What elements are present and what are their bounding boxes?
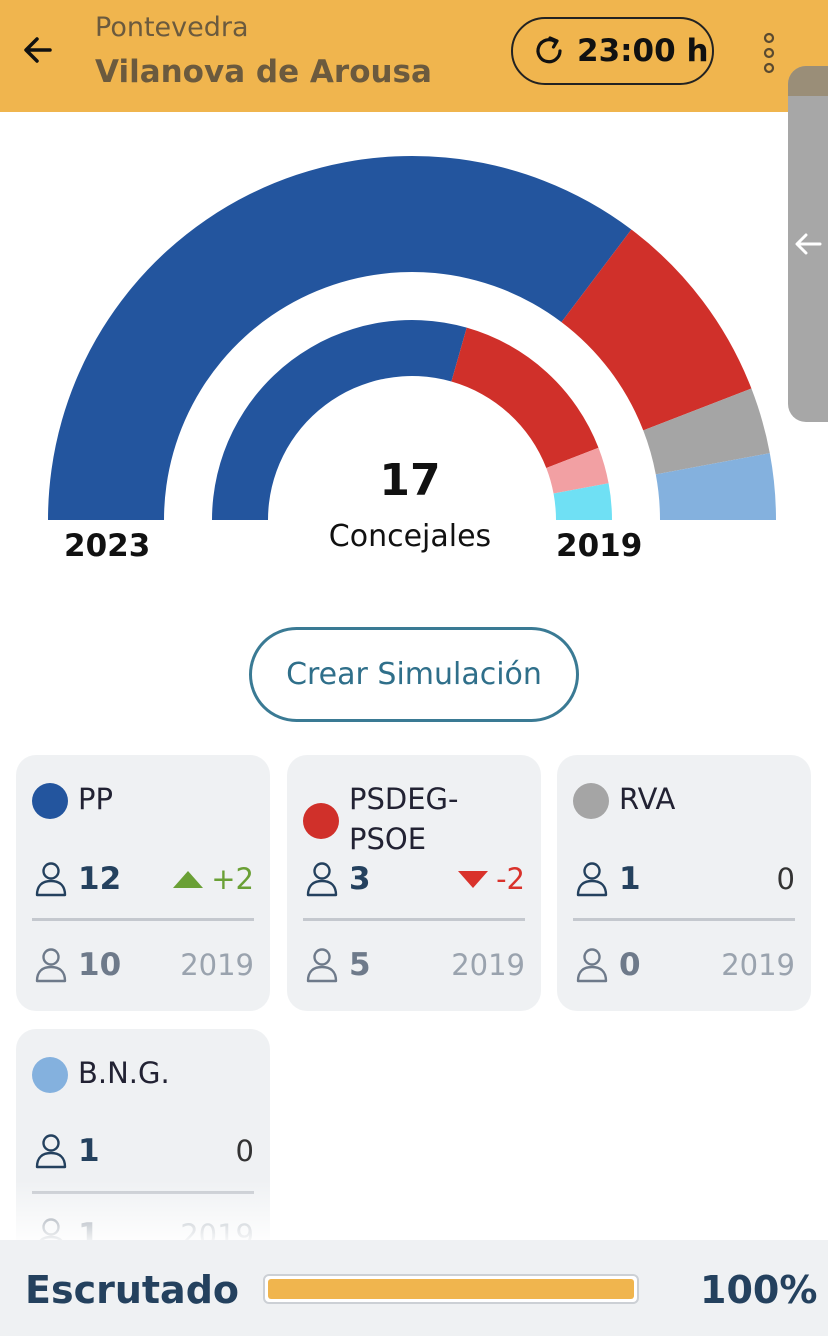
divider bbox=[573, 918, 795, 921]
seats-count: 3 bbox=[349, 861, 371, 897]
create-simulation-button[interactable]: Crear Simulación bbox=[249, 627, 579, 722]
person-icon bbox=[576, 862, 608, 897]
seat-chart-svg bbox=[48, 156, 776, 521]
scroll-fade bbox=[0, 1180, 828, 1242]
seats-count: 1 bbox=[78, 1133, 100, 1169]
party-name: PP bbox=[78, 782, 113, 816]
person-icon bbox=[35, 948, 67, 983]
previous-seats-row: 5 2019 bbox=[305, 945, 525, 985]
party-header: RVA bbox=[573, 779, 803, 819]
person-icon bbox=[35, 862, 67, 897]
seat-slice-2019-3 bbox=[553, 483, 612, 520]
count-progress-bar: Escrutado 100% bbox=[0, 1240, 828, 1336]
party-header: B.N.G. bbox=[32, 1053, 262, 1093]
party-card-pp[interactable]: PP 12 +2 10 2019 bbox=[16, 755, 270, 1011]
seats-change: 0 bbox=[776, 862, 795, 896]
progress-fill bbox=[268, 1279, 634, 1299]
seats-change-value: -2 bbox=[496, 862, 525, 896]
previous-seats-row: 10 2019 bbox=[34, 945, 254, 985]
previous-year: 2019 bbox=[451, 948, 525, 982]
seats-change: +2 bbox=[173, 862, 254, 896]
app-header: Pontevedra Vilanova de Arousa 23:00 h bbox=[0, 0, 828, 112]
person-icon bbox=[306, 948, 338, 983]
seats-change: -2 bbox=[458, 862, 525, 896]
current-seats-row: 1 0 bbox=[575, 859, 795, 899]
counted-label: Escrutado bbox=[25, 1268, 240, 1312]
party-color-dot bbox=[32, 1057, 68, 1093]
previous-year: 2019 bbox=[180, 948, 254, 982]
refresh-icon bbox=[536, 36, 562, 64]
seat-slice-2023-3 bbox=[655, 453, 776, 520]
total-seats-label: Concejales bbox=[328, 519, 492, 554]
seat-slice-2019-2 bbox=[546, 447, 609, 494]
total-seats: 17 bbox=[379, 455, 441, 506]
previous-seats-count: 5 bbox=[349, 947, 371, 983]
seat-chart bbox=[0, 112, 828, 592]
seats-count: 1 bbox=[619, 861, 641, 897]
seat-slice-2019-1 bbox=[451, 327, 599, 468]
divider bbox=[32, 918, 254, 921]
party-color-dot bbox=[573, 783, 609, 819]
seat-slice-2023-2 bbox=[643, 388, 770, 475]
person-icon bbox=[306, 862, 338, 897]
more-vertical-icon bbox=[763, 32, 775, 74]
municipality-name: Vilanova de Arousa bbox=[95, 54, 432, 90]
trend-up-icon bbox=[173, 870, 204, 888]
more-options-button[interactable] bbox=[750, 28, 790, 78]
province-name: Pontevedra bbox=[95, 12, 249, 43]
party-name: PSDEG-PSOE bbox=[349, 782, 459, 856]
divider bbox=[303, 918, 525, 921]
back-button[interactable] bbox=[18, 30, 58, 70]
seats-count: 12 bbox=[78, 861, 122, 897]
current-seats-row: 1 0 bbox=[34, 1131, 254, 1171]
side-panel-toggle[interactable] bbox=[788, 66, 828, 422]
party-card-psdeg-psoe[interactable]: PSDEG-PSOE 3 -2 5 2019 bbox=[287, 755, 541, 1011]
update-time: 23:00 h bbox=[577, 33, 709, 69]
current-seats-row: 12 +2 bbox=[34, 859, 254, 899]
seat-slice-2023-1 bbox=[561, 229, 752, 431]
trend-down-icon bbox=[458, 870, 489, 888]
party-name: B.N.G. bbox=[78, 1056, 170, 1090]
refresh-time-button[interactable]: 23:00 h bbox=[511, 17, 714, 85]
party-color-dot bbox=[32, 783, 68, 819]
person-icon bbox=[35, 1134, 67, 1169]
arrow-left-icon bbox=[795, 233, 822, 255]
previous-seats-count: 0 bbox=[619, 947, 641, 983]
person-icon bbox=[576, 948, 608, 983]
seats-change-value: +2 bbox=[211, 862, 254, 896]
party-header: PSDEG-PSOE bbox=[303, 779, 533, 859]
seat-slice-2023-0 bbox=[48, 156, 632, 521]
previous-year: 2019 bbox=[721, 948, 795, 982]
counted-percent: 100% bbox=[700, 1268, 818, 1312]
current-seats-row: 3 -2 bbox=[305, 859, 525, 899]
party-card-rva[interactable]: RVA 1 0 0 2019 bbox=[557, 755, 811, 1011]
progress-track bbox=[263, 1274, 639, 1304]
party-header: PP bbox=[32, 779, 262, 819]
party-name: RVA bbox=[619, 782, 676, 816]
inner-ring-year: 2019 bbox=[556, 528, 643, 564]
seat-slice-2019-0 bbox=[212, 320, 467, 520]
arrow-left-icon bbox=[24, 37, 52, 63]
seats-change: 0 bbox=[235, 1134, 254, 1168]
outer-ring-year: 2023 bbox=[64, 528, 151, 564]
previous-seats-count: 10 bbox=[78, 947, 122, 983]
party-color-dot bbox=[303, 803, 339, 839]
previous-seats-row: 0 2019 bbox=[575, 945, 795, 985]
